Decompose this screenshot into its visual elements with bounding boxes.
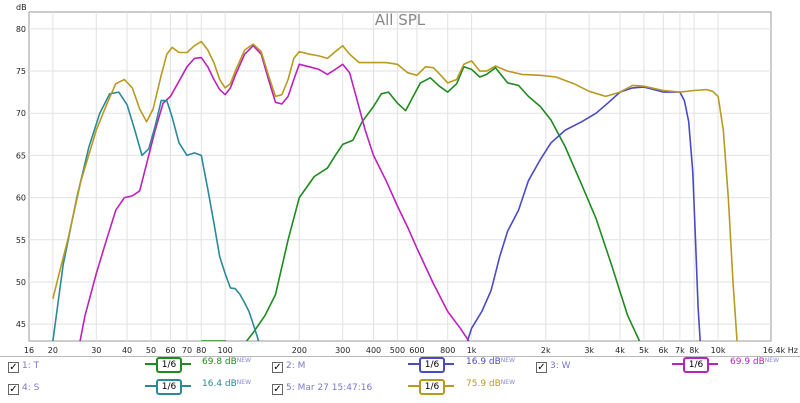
series-1-smoothing: 1/6 [156, 357, 182, 373]
x-tick-label: 20 [48, 346, 58, 355]
series-3-new-badge: NEW [764, 357, 780, 364]
spl-chart: 16 20 30 40 50 60 70 80 100 200 300 400 500 600 800 1k 2… [16, 3, 798, 355]
series-1-smoothing-swatch[interactable]: 1/6 [145, 357, 191, 373]
chart-grid [28, 11, 772, 342]
series-2-level: 16.9 dBNEW [466, 357, 515, 367]
series-4-level-value: 16.4 dB [202, 379, 237, 389]
x-tick-label: 200 [292, 346, 307, 355]
x-tick-label: 7k [675, 346, 685, 355]
series-4-smoothing-swatch[interactable]: 1/6 [145, 379, 191, 395]
x-tick-label: 4k [615, 346, 625, 355]
x-tick-label: 100 [218, 346, 233, 355]
series-5-level-value: 75.9 dB [466, 379, 501, 389]
series-2-smoothing: 1/6 [419, 357, 445, 373]
series-2-smoothing-swatch[interactable]: 1/6 [408, 357, 454, 373]
x-axis-ticks: 16 20 30 40 50 60 70 80 100 200 300 400 500 600 800 1k 2… [24, 346, 798, 355]
x-tick-label: 2k [541, 346, 551, 355]
series-2-level-value: 16.9 dB [466, 357, 501, 367]
series-5-smoothing: 1/6 [419, 379, 445, 395]
x-tick-label: 300 [335, 346, 350, 355]
x-tick-label: 1k [467, 346, 477, 355]
y-tick-label: 75 [16, 67, 26, 76]
series-1-level-value: 69.8 dB [202, 357, 237, 367]
legend-panel: ✓ 1: T 1/6 69.8 dBNEW ✓ 2: M 1/6 16.9 dB… [0, 356, 800, 403]
series-5-checkbox[interactable]: ✓ [272, 384, 283, 395]
series-4-new-badge: NEW [236, 379, 252, 386]
x-tick-label: 40 [122, 346, 132, 355]
x-tick-label: 70 [182, 346, 192, 355]
x-tick-label: 16.4k Hz [763, 346, 798, 355]
x-tick-label: 5k [639, 346, 649, 355]
plot-frame [28, 11, 772, 342]
series-2-name: 2: M [286, 361, 306, 371]
series-4-name: 4: S [22, 383, 40, 393]
x-tick-label: 600 [409, 346, 424, 355]
series-line-1 [201, 66, 641, 341]
series-2-new-badge: NEW [500, 357, 516, 364]
series-3-smoothing-swatch[interactable]: 1/6 [672, 357, 718, 373]
plot-area [51, 40, 738, 341]
series-4-checkbox[interactable]: ✓ [8, 384, 19, 395]
series-1-name: 1: T [22, 361, 40, 371]
y-tick-label: 45 [16, 320, 26, 329]
y-axis-label: dB [16, 3, 27, 12]
x-tick-label: 10k [711, 346, 726, 355]
x-tick-label: 30 [91, 346, 101, 355]
y-tick-label: 65 [16, 151, 26, 160]
x-tick-label: 80 [196, 346, 206, 355]
x-tick-label: 400 [366, 346, 381, 355]
series-1-checkbox[interactable]: ✓ [8, 362, 19, 373]
x-tick-label: 3k [584, 346, 594, 355]
y-tick-label: 55 [16, 236, 26, 245]
series-3-level-value: 69.9 dB [730, 357, 765, 367]
y-tick-label: 80 [16, 25, 26, 34]
x-tick-label: 6k [659, 346, 669, 355]
series-5-new-badge: NEW [500, 379, 516, 386]
x-tick-label: 500 [390, 346, 405, 355]
series-line-4 [51, 91, 260, 341]
series-4-level: 16.4 dBNEW [202, 379, 251, 389]
x-tick-label: 16 [24, 346, 34, 355]
series-5-level: 75.9 dBNEW [466, 379, 515, 389]
series-5-name: 5: Mar 27 15:47:16 [286, 383, 373, 393]
x-tick-label: 60 [165, 346, 175, 355]
x-tick-label: 8k [689, 346, 699, 355]
y-tick-label: 60 [16, 194, 26, 203]
series-4-smoothing: 1/6 [156, 379, 182, 395]
series-5-smoothing-swatch[interactable]: 1/6 [408, 379, 454, 395]
y-tick-label: 50 [16, 278, 26, 287]
series-3-level: 69.9 dBNEW [730, 357, 779, 367]
series-2-checkbox[interactable]: ✓ [272, 362, 283, 373]
x-tick-label: 800 [440, 346, 455, 355]
series-3-name: 3: W [550, 361, 571, 371]
series-1-new-badge: NEW [236, 357, 252, 364]
series-3-smoothing: 1/6 [683, 357, 709, 373]
series-1-level: 69.8 dBNEW [202, 357, 251, 367]
series-3-checkbox[interactable]: ✓ [536, 362, 547, 373]
x-tick-label: 50 [146, 346, 156, 355]
chart-title: All SPL [375, 11, 426, 29]
series-line-5 [52, 40, 738, 341]
y-tick-label: 70 [16, 109, 26, 118]
y-axis-ticks: 45 50 55 60 65 70 75 80 [16, 25, 26, 329]
series-line-2 [466, 86, 701, 341]
